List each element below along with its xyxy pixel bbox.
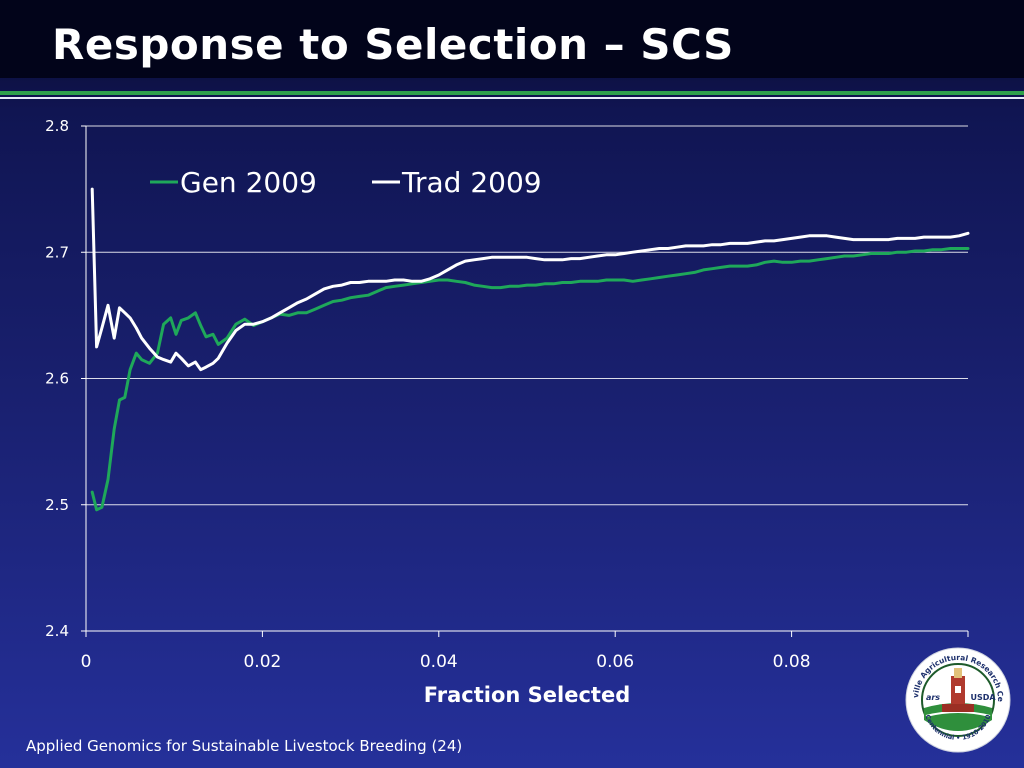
x-tick-label: 0.04 <box>420 652 458 672</box>
slide-title: Response to Selection – SCS <box>52 20 734 69</box>
title-divider-green <box>0 91 1024 95</box>
legend-label-trad-2009: Trad 2009 <box>401 166 542 199</box>
barc-centennial-logo: Beltsville Agricultural Research Center … <box>904 646 1011 753</box>
title-bar <box>0 0 1024 78</box>
series-lines <box>90 187 970 512</box>
line-chart: 2.4 2.5 2.6 2.7 2.8 0 0.02 0.04 0.06 0.08 Gen 200… <box>45 117 970 707</box>
series-line-gen-2009 <box>90 247 970 512</box>
title-divider-white <box>0 97 1024 99</box>
axes <box>81 125 969 637</box>
logo-ars-mark: ars <box>926 693 940 702</box>
x-tick-label: 0.06 <box>596 652 634 672</box>
y-tick-label: 2.5 <box>45 496 69 514</box>
y-tick-label: 2.4 <box>45 622 69 640</box>
legend: Gen 2009 Trad 2009 <box>150 166 542 199</box>
x-axis-title: Fraction Selected <box>424 683 630 707</box>
grid-lines <box>86 125 968 506</box>
x-tick-label: 0.02 <box>243 652 281 672</box>
tick-labels: 2.4 2.5 2.6 2.7 2.8 0 0.02 0.04 0.06 0.08 <box>45 117 810 672</box>
logo-usda-mark: USDA <box>970 693 996 702</box>
y-tick-label: 2.6 <box>45 370 69 388</box>
series-line-trad-2009 <box>90 187 970 372</box>
y-tick-label: 2.8 <box>45 117 69 135</box>
slide-footer: Applied Genomics for Sustainable Livesto… <box>26 737 463 755</box>
x-tick-label: 0 <box>81 652 92 672</box>
x-tick-label: 0.08 <box>773 652 811 672</box>
y-tick-label: 2.7 <box>45 243 69 261</box>
legend-label-gen-2009: Gen 2009 <box>180 166 317 199</box>
